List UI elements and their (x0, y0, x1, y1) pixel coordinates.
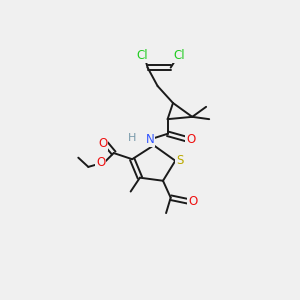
Text: O: O (188, 195, 198, 208)
Text: S: S (176, 154, 184, 167)
Text: Cl: Cl (136, 49, 148, 62)
Text: H: H (128, 133, 136, 142)
Text: O: O (96, 156, 105, 169)
Text: Cl: Cl (173, 49, 185, 62)
Text: O: O (98, 137, 108, 150)
Text: O: O (186, 133, 195, 146)
Text: N: N (146, 134, 154, 146)
